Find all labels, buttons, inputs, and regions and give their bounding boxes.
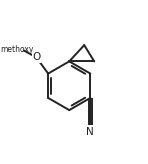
Text: O: O: [32, 52, 40, 62]
Text: methoxy: methoxy: [0, 45, 34, 54]
Text: N: N: [86, 127, 94, 137]
